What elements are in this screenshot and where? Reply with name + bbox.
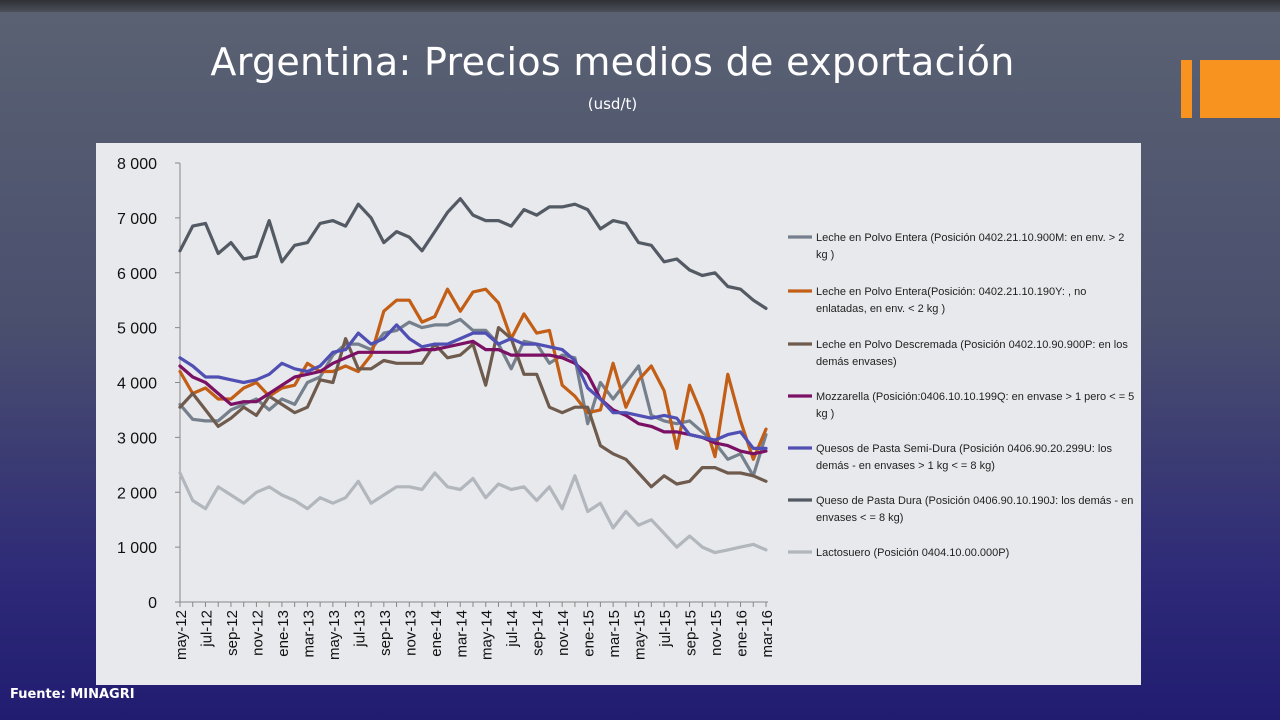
legend-label-2: Leche en Polvo Entera(Posición: 0402.21.… (816, 286, 1086, 315)
x-tick-label: ene-15 (581, 610, 598, 657)
orange-accent-box (1200, 60, 1280, 118)
x-tick-label: ene-14 (428, 610, 445, 657)
x-tick-label: sep-15 (683, 610, 700, 656)
x-tick-label: jul-14 (504, 610, 521, 648)
y-tick-label: 3 000 (117, 430, 157, 447)
legend-label-1: Leche en Polvo Entera (Posición 0402.21.… (816, 232, 1124, 261)
x-tick-label: mar-16 (759, 610, 776, 658)
line-chart: 0 1 000 2 000 3 000 4 000 5 000 6 000 7 000 8 00… (117, 156, 1134, 660)
top-bar (0, 0, 1280, 12)
series-line-6 (178, 197, 768, 310)
series-line-3 (178, 326, 768, 489)
x-tick-label: may-14 (479, 610, 496, 660)
series-line-4 (178, 339, 768, 456)
orange-accent-bar (1181, 60, 1192, 118)
x-tick-label: nov-12 (249, 610, 266, 656)
x-tick-label: ene-16 (734, 610, 751, 657)
series-line-2 (178, 287, 768, 461)
y-tick-label: 4 000 (117, 376, 157, 393)
x-tick-label: mar-14 (453, 610, 470, 658)
y-tick-label: 2 000 (117, 485, 157, 502)
x-tick-label: may-12 (173, 610, 190, 660)
series-line-7 (178, 471, 768, 555)
y-tick-label: 6 000 (117, 266, 157, 283)
x-tick-label: sep-14 (530, 610, 547, 656)
legend-label-7: Lactosuero (Posición 0404.10.00.000P) (816, 547, 1009, 559)
legend-label-3: Leche en Polvo Descremada (Posición 0402… (816, 339, 1128, 368)
y-tick-label: 8 000 (117, 156, 157, 173)
legend-label-6: Queso de Pasta Dura (Posición 0406.90.10… (816, 495, 1133, 524)
chart-area: 0 1 000 2 000 3 000 4 000 5 000 6 000 7 000 8 00… (96, 143, 1141, 685)
x-tick-label: nov-13 (402, 610, 419, 656)
slide-title: Argentina: Precios medios de exportación (210, 40, 1015, 84)
x-tick-label: may-15 (632, 610, 649, 660)
x-tick-label: may-13 (326, 610, 343, 660)
x-tick-label: jul-13 (351, 610, 368, 648)
x-tick-label: mar-15 (606, 610, 623, 658)
y-tick-label: 1 000 (117, 540, 157, 557)
source-note: Fuente: MINAGRI (10, 687, 135, 702)
series-line-5 (178, 323, 768, 450)
y-tick-label: 0 (148, 595, 157, 612)
x-tick-label: jul-12 (198, 610, 215, 648)
x-tick-label: sep-12 (224, 610, 241, 656)
legend-label-4: Mozzarella (Posición:0406.10.10.199Q: en… (816, 391, 1134, 420)
x-tick-label: nov-15 (708, 610, 725, 656)
x-tick-label: sep-13 (377, 610, 394, 656)
y-tick-label: 5 000 (117, 321, 157, 338)
x-tick-label: jul-15 (657, 610, 674, 648)
x-tick-label: ene-13 (275, 610, 292, 657)
slide-subtitle: (usd/t) (587, 95, 638, 113)
x-tick-label: mar-13 (300, 610, 317, 658)
x-tick-label: nov-14 (555, 610, 572, 656)
y-tick-label: 7 000 (117, 211, 157, 228)
legend-label-5: Quesos de Pasta Semi-Dura (Posición 0406… (816, 443, 1112, 472)
